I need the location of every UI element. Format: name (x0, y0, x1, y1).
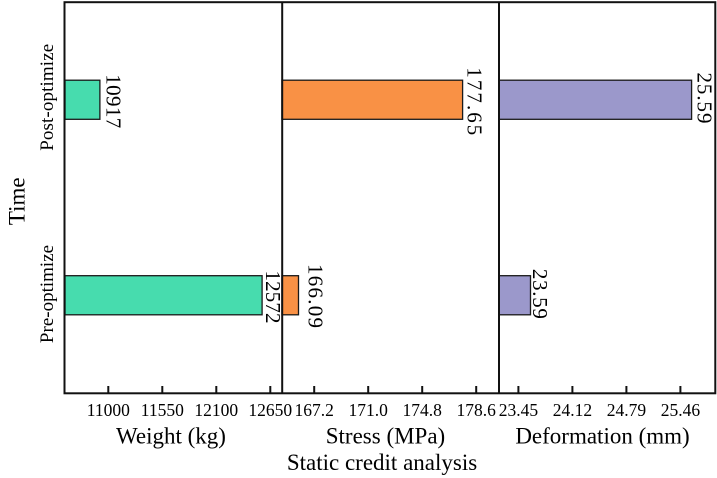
svg-text:178.6: 178.6 (457, 400, 497, 420)
svg-text:25.46: 25.46 (661, 400, 701, 420)
svg-text:177.65: 177.65 (462, 67, 486, 135)
svg-text:23.59: 23.59 (528, 269, 552, 319)
svg-text:12650: 12650 (248, 400, 292, 420)
svg-text:Stress (MPa): Stress (MPa) (326, 423, 445, 448)
svg-text:24.12: 24.12 (553, 400, 592, 420)
svg-text:12100: 12100 (194, 400, 238, 420)
svg-text:Post-optimize: Post-optimize (37, 44, 58, 151)
svg-text:Static credit analysis: Static credit analysis (287, 450, 477, 475)
svg-text:Weight (kg): Weight (kg) (116, 423, 226, 448)
svg-text:12572: 12572 (261, 271, 285, 324)
svg-text:167.2: 167.2 (295, 400, 334, 420)
svg-text:11000: 11000 (87, 400, 130, 420)
svg-text:24.79: 24.79 (607, 400, 647, 420)
svg-text:Pre-optimize: Pre-optimize (37, 245, 58, 343)
svg-text:174.8: 174.8 (403, 400, 443, 420)
svg-text:Time: Time (5, 177, 30, 225)
svg-text:10917: 10917 (101, 74, 125, 128)
svg-text:11550: 11550 (141, 400, 184, 420)
svg-text:166.09: 166.09 (304, 264, 328, 328)
svg-text:23.45: 23.45 (499, 400, 539, 420)
svg-text:Deformation (mm): Deformation (mm) (515, 423, 689, 448)
svg-text:25.59: 25.59 (693, 72, 717, 123)
svg-text:171.0: 171.0 (349, 400, 389, 420)
